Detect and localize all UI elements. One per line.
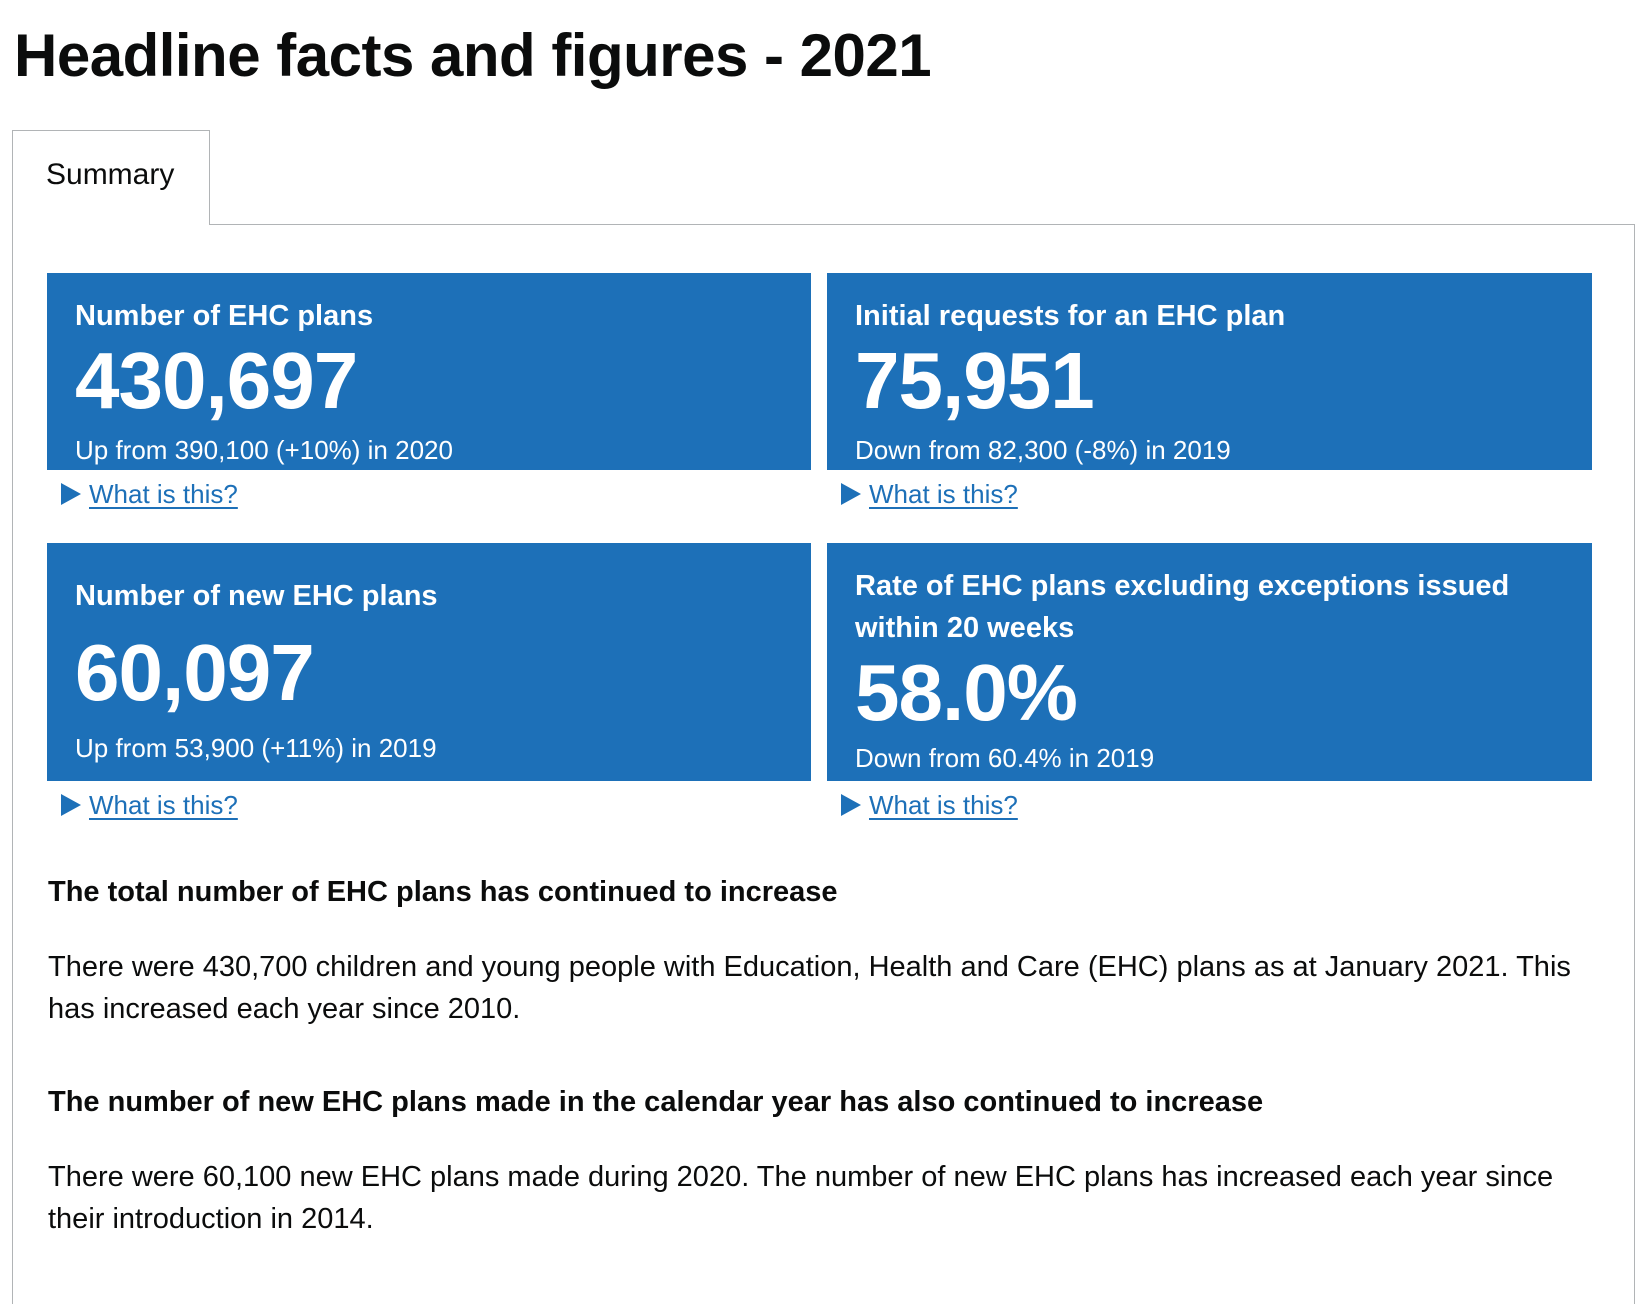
card-value: 75,951: [855, 336, 1095, 425]
section-heading: The total number of EHC plans has contin…: [48, 876, 838, 908]
card-title: Number of new EHC plans: [75, 580, 438, 612]
what-is-this-link[interactable]: What is this?: [89, 790, 238, 820]
card-trend: Down from 60.4% in 2019: [855, 743, 1155, 773]
what-is-this-link[interactable]: What is this?: [89, 479, 238, 509]
section-body: There were 430,700 children and young pe…: [48, 951, 1571, 1025]
section-heading: The number of new EHC plans made in the …: [48, 1086, 1264, 1118]
card-title: Initial requests for an EHC plan: [855, 300, 1286, 332]
what-is-this-details-20-week-rate[interactable]: What is this?: [841, 789, 1018, 821]
what-is-this-link[interactable]: What is this?: [869, 479, 1018, 509]
what-is-this-details-ehc-plans[interactable]: What is this?: [61, 478, 238, 510]
disclosure-triangle-icon: [841, 483, 861, 505]
disclosure-triangle-icon: [61, 794, 81, 816]
what-is-this-details-new-ehc-plans[interactable]: What is this?: [61, 789, 238, 821]
headline-card-20-week-rate: Rate of EHC plans excluding exceptions i…: [827, 543, 1592, 781]
card-trend: Up from 53,900 (+11%) in 2019: [75, 733, 437, 763]
card-title: Rate of EHC plans excluding exceptions i…: [855, 570, 1510, 644]
what-is-this-link[interactable]: What is this?: [869, 790, 1018, 820]
summary-panel: [12, 224, 1635, 1304]
disclosure-triangle-icon: [61, 483, 81, 505]
tab-summary-label: Summary: [46, 158, 175, 191]
card-trend: Down from 82,300 (-8%) in 2019: [855, 435, 1231, 465]
card-value: 430,697: [75, 336, 358, 425]
headline-card-new-ehc-plans: Number of new EHC plans 60,097 Up from 5…: [47, 543, 811, 781]
section-body: There were 60,100 new EHC plans made dur…: [48, 1161, 1554, 1235]
card-value: 58.0%: [855, 648, 1078, 737]
what-is-this-details-initial-requests[interactable]: What is this?: [841, 478, 1018, 510]
tab-summary[interactable]: Summary: [12, 130, 210, 225]
card-title: Number of EHC plans: [75, 300, 374, 332]
headline-card-ehc-plans: Number of EHC plans 430,697 Up from 390,…: [47, 273, 811, 470]
page-title: Headline facts and figures - 2021: [14, 22, 932, 89]
card-trend: Up from 390,100 (+10%) in 2020: [75, 435, 453, 465]
card-value: 60,097: [75, 628, 315, 717]
headline-card-initial-requests: Initial requests for an EHC plan 75,951 …: [827, 273, 1592, 470]
disclosure-triangle-icon: [841, 794, 861, 816]
